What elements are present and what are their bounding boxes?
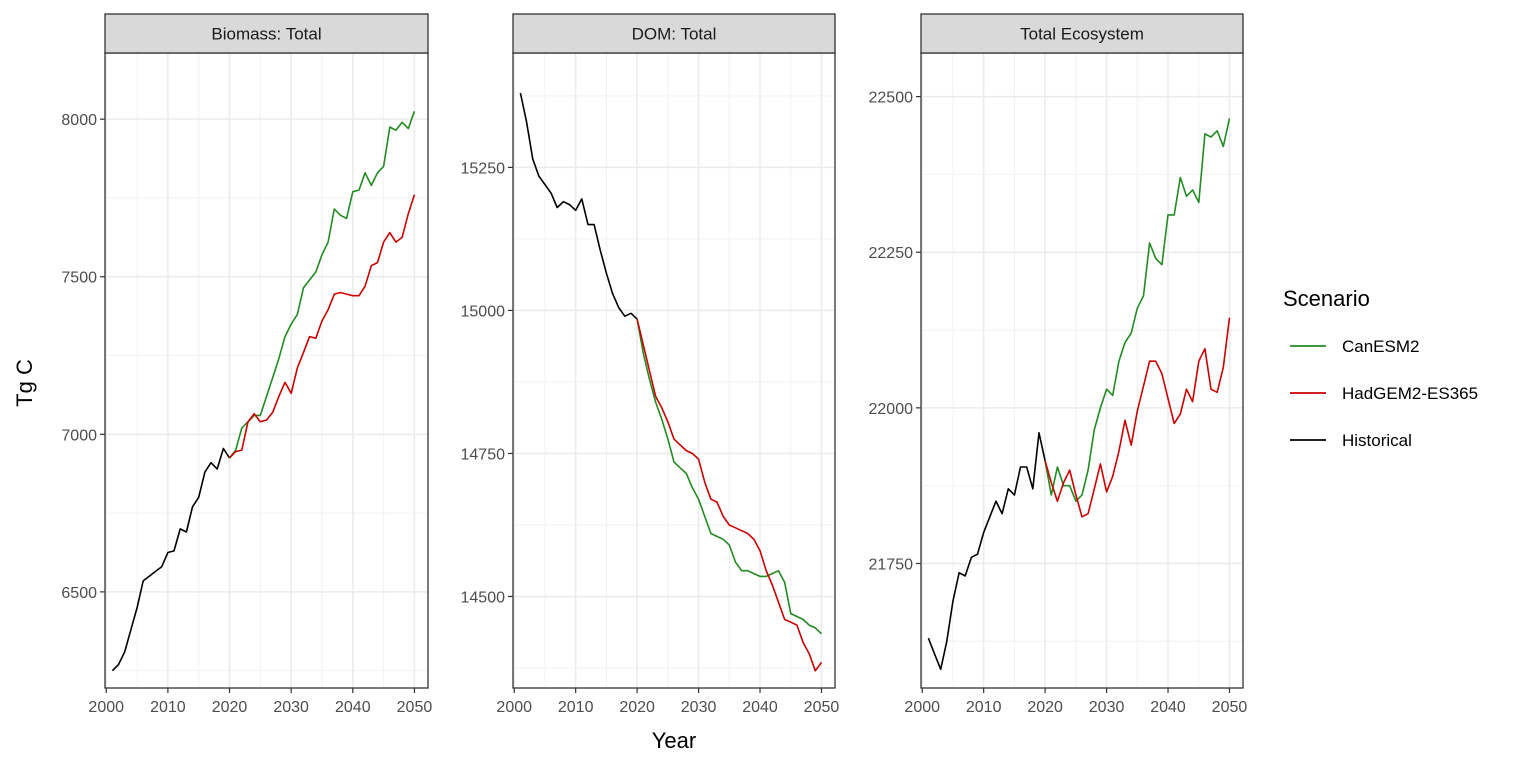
panel-background [921, 53, 1243, 688]
legend-label: CanESM2 [1342, 337, 1419, 356]
legend: Scenario CanESM2 HadGEM2-ES365 Historical [1283, 286, 1478, 450]
y-tick-label: 15250 [461, 160, 506, 177]
panel-1: Biomass: Total 2000 2010 2020 2030 2040 2050 65… [61, 13, 433, 716]
y-tick-label: 8000 [61, 112, 97, 129]
y-tick-label: 22250 [869, 245, 914, 262]
x-tick-label: 2000 [904, 699, 940, 716]
panel-strip [512, 13, 836, 54]
x-tick-label: 2050 [1212, 699, 1248, 716]
panel-2: DOM: Total 2000 2010 2020 2030 2040 2050 14500 1… [461, 13, 840, 716]
x-tick-label: 2020 [212, 699, 248, 716]
series-line-historical [111, 447, 231, 672]
x-tick-label: 2050 [397, 699, 433, 716]
y-tick-label: 14500 [461, 589, 506, 606]
y-tick-label: 22500 [869, 90, 914, 107]
panels: Biomass: Total 2000 2010 2020 2030 2040 2050 65… [61, 13, 1248, 716]
y-tick-label: 15000 [461, 303, 506, 320]
series-line-historical [519, 92, 638, 320]
x-tick-label: 2030 [273, 699, 309, 716]
panel-3: Total Ecosystem 2000 2010 2020 2030 2040 2050 2… [869, 13, 1248, 716]
panel-title: Biomass: Total [211, 25, 321, 44]
series-line-hadgem2-es365 [636, 318, 823, 672]
panel-background [105, 53, 428, 688]
x-tick-label: 2050 [804, 699, 840, 716]
x-tick-label: 2020 [619, 699, 655, 716]
x-tick-label: 2040 [335, 699, 371, 716]
panel-strip [920, 13, 1244, 54]
legend-entry-hadgem2-es365: HadGEM2-ES365 [1290, 384, 1478, 403]
y-tick-label: 21750 [869, 556, 914, 573]
legend-label: Historical [1342, 431, 1412, 450]
series-line-canesm2 [1044, 118, 1231, 503]
legend-label: HadGEM2-ES365 [1342, 384, 1478, 403]
x-tick-label: 2030 [681, 699, 717, 716]
legend-title: Scenario [1283, 286, 1370, 311]
panel-title: DOM: Total [632, 25, 717, 44]
y-axis-title: Tg C [12, 359, 37, 407]
series-line-hadgem2-es365 [1044, 317, 1231, 518]
legend-entry-canesm2: CanESM2 [1290, 337, 1419, 356]
series-line-canesm2 [636, 318, 823, 635]
legend-entries: CanESM2 HadGEM2-ES365 Historical [1290, 337, 1478, 450]
x-tick-label: 2040 [742, 699, 778, 716]
series-line-historical [927, 431, 1046, 671]
y-tick-label: 7000 [61, 427, 97, 444]
y-tick-label: 14750 [461, 446, 506, 463]
y-tick-label: 22000 [869, 401, 914, 418]
panel-title: Total Ecosystem [1020, 25, 1144, 44]
x-tick-label: 2000 [88, 699, 124, 716]
x-tick-label: 2010 [966, 699, 1002, 716]
x-axis-title: Year [652, 728, 696, 753]
x-tick-label: 2020 [1027, 699, 1063, 716]
series-line-canesm2 [228, 111, 416, 459]
x-tick-label: 2040 [1150, 699, 1186, 716]
panel-strip [104, 13, 429, 54]
x-tick-label: 2010 [150, 699, 186, 716]
legend-entry-historical: Historical [1290, 431, 1412, 450]
x-tick-label: 2000 [496, 699, 532, 716]
x-tick-label: 2030 [1089, 699, 1125, 716]
y-tick-label: 7500 [61, 270, 97, 287]
y-tick-label: 6500 [61, 585, 97, 602]
panel-background [513, 53, 835, 688]
series-line-hadgem2-es365 [228, 194, 416, 459]
x-tick-label: 2010 [558, 699, 594, 716]
